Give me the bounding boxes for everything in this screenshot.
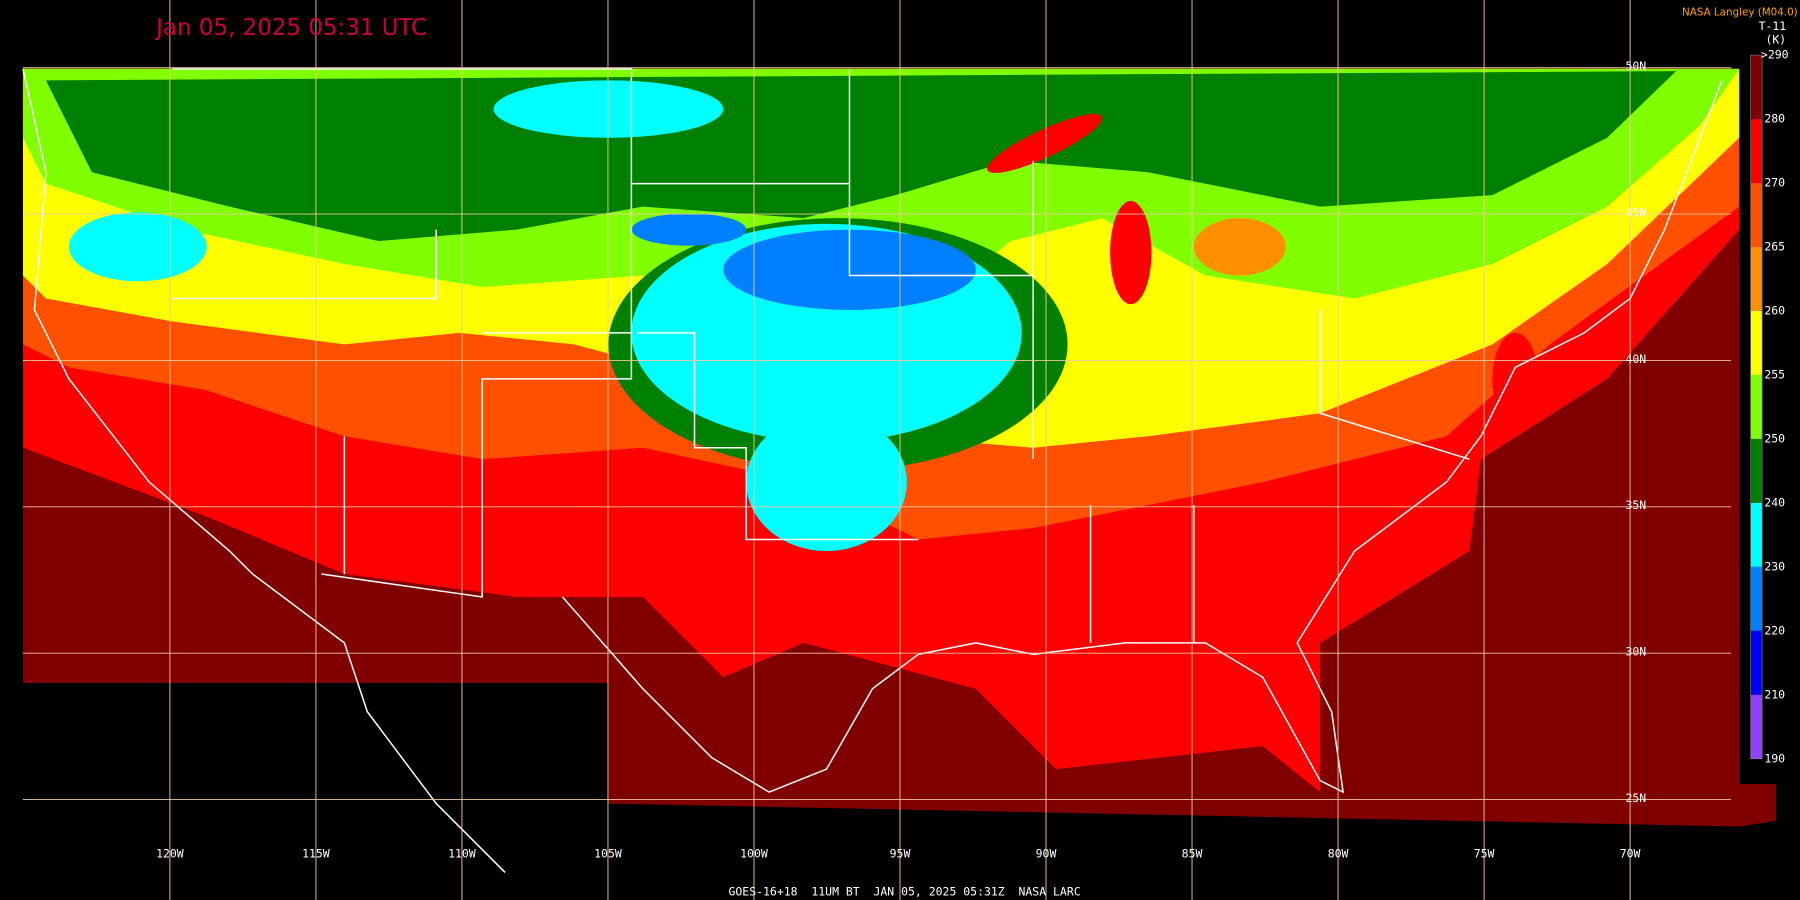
- footer: GOES-16+18 11UM BT JAN 05, 2025 05:31Z N…: [729, 884, 1081, 898]
- units: (K): [1766, 33, 1787, 47]
- longitude-label: 80W: [1328, 847, 1349, 861]
- colorbar-swatch: [1750, 630, 1763, 695]
- colorbar-label: 265: [1764, 240, 1785, 254]
- state-border: [172, 68, 1470, 643]
- product: T-11: [1759, 19, 1787, 33]
- colorbar-label: 270: [1764, 176, 1785, 190]
- colorbar-label: 230: [1764, 559, 1785, 573]
- longitude-label: 75W: [1474, 847, 1495, 861]
- colorbar-swatch: [1750, 310, 1763, 375]
- longitude-label: 120W: [156, 847, 184, 861]
- region-lake: [1110, 200, 1152, 305]
- longitude-label: 110W: [448, 847, 476, 861]
- timestamp: Jan 05, 2025 05:31 UTC: [154, 15, 427, 41]
- colorbar-label: 190: [1764, 751, 1785, 765]
- region-cyan: [493, 80, 724, 138]
- latitude-label: 40N: [1625, 352, 1646, 366]
- region-blue: [631, 213, 747, 246]
- colorbar-swatch: [1750, 438, 1763, 503]
- longitude-label: 85W: [1182, 847, 1203, 861]
- lat-lon-grid: 120W 115W 110W 105W 100W 95W 90W 85W 80W 75W 70W 50…: [22, 0, 1732, 900]
- longitude-label: 90W: [1036, 847, 1057, 861]
- coastline: [22, 68, 506, 873]
- colorbar-label: >290: [1761, 48, 1789, 62]
- latitude-label: 25N: [1625, 791, 1646, 805]
- latitude-label: 45N: [1625, 205, 1646, 219]
- region-lake: [987, 114, 1103, 173]
- colorbar-swatch: [1750, 247, 1763, 311]
- colorbar-swatch: [1750, 694, 1763, 759]
- colorbar-swatch: [1750, 55, 1763, 120]
- colorbar-label: 280: [1764, 112, 1785, 126]
- colorbar-label: 220: [1764, 623, 1785, 637]
- longitude-label: 115W: [302, 847, 330, 861]
- longitude-label: 105W: [594, 847, 622, 861]
- colorbar-label: 250: [1764, 431, 1785, 445]
- colorbar-swatch: [1750, 374, 1763, 439]
- colorbar-label: 260: [1764, 303, 1785, 317]
- region-cyan: [68, 212, 207, 282]
- latitude-label: 35N: [1625, 498, 1646, 512]
- colorbar-frame: [1750, 54, 1763, 760]
- colorbar-label: 255: [1764, 367, 1785, 381]
- labels: Jan 05, 2025 05:31 UTC NASA Langley (M04…: [154, 7, 1798, 899]
- region-red: [1492, 332, 1539, 425]
- region-lightorange: [1193, 218, 1286, 276]
- longitude-label: 70W: [1620, 847, 1641, 861]
- colorbar-swatch: [1750, 502, 1763, 567]
- longitude-label: 95W: [890, 847, 911, 861]
- region-cyan: [746, 413, 907, 552]
- latitude-label: 30N: [1625, 645, 1646, 659]
- longitude-label: 100W: [740, 847, 768, 861]
- colorbar-swatch: [1750, 566, 1763, 631]
- credit: NASA Langley (M04.0): [1682, 7, 1798, 19]
- colorbar-label: 240: [1764, 495, 1785, 509]
- coastline: [561, 80, 1723, 794]
- colorbar-swatch: [1750, 119, 1763, 184]
- coastlines: [22, 68, 1723, 873]
- colorbar-swatch: [1750, 183, 1763, 248]
- latitude-label: 50N: [1625, 59, 1646, 73]
- colorbar: >290 280 270 265 260 255 250 240 230 220 210 190: [1750, 48, 1789, 765]
- region-green: [45, 71, 1677, 242]
- colorbar-label: 210: [1764, 687, 1785, 701]
